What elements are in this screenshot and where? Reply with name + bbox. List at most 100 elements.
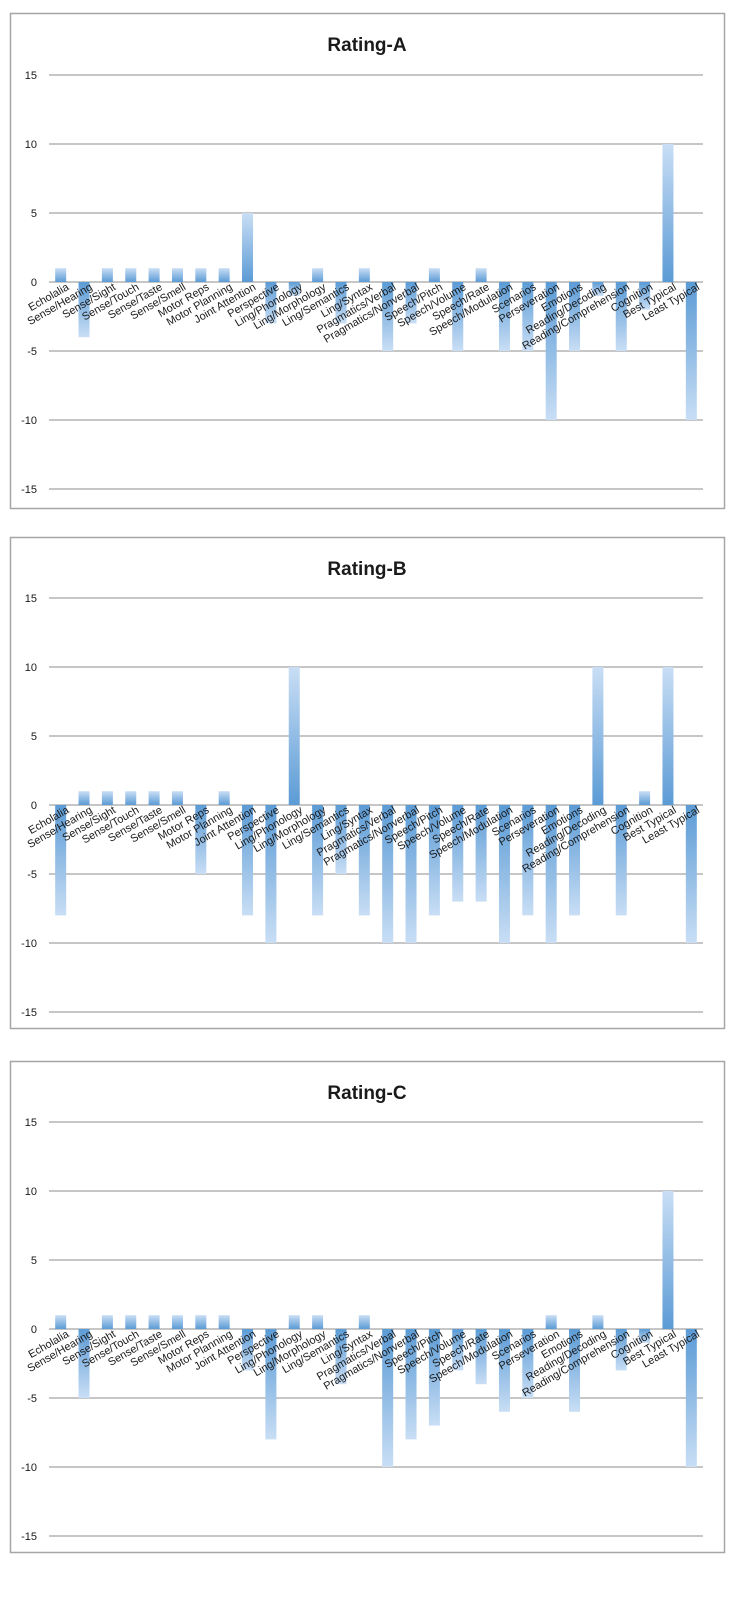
bar bbox=[312, 268, 324, 282]
bar bbox=[171, 791, 183, 805]
chart-title: Rating-A bbox=[327, 35, 406, 56]
y-tick-label: -15 bbox=[21, 1007, 37, 1019]
bar bbox=[312, 805, 324, 916]
bar bbox=[148, 1315, 160, 1329]
bar bbox=[148, 791, 160, 805]
bar bbox=[218, 268, 230, 282]
y-tick-label: -10 bbox=[21, 1462, 37, 1474]
bar bbox=[498, 282, 510, 351]
bar bbox=[101, 268, 113, 282]
bar bbox=[428, 805, 440, 916]
bar bbox=[592, 1315, 604, 1329]
bar bbox=[498, 805, 510, 943]
bar bbox=[218, 1315, 230, 1329]
y-tick-label: 15 bbox=[25, 1117, 37, 1129]
bar bbox=[405, 282, 417, 324]
chart-frame bbox=[9, 536, 726, 1030]
y-tick-label: 5 bbox=[31, 731, 37, 743]
bar bbox=[125, 1315, 137, 1329]
bar bbox=[265, 1329, 277, 1440]
y-tick-label: 0 bbox=[31, 277, 37, 289]
chart-title: Rating-C bbox=[327, 1083, 406, 1104]
bar bbox=[55, 805, 67, 916]
bar bbox=[569, 805, 581, 916]
bar bbox=[55, 268, 67, 282]
bar bbox=[592, 282, 604, 296]
y-tick-label: 10 bbox=[25, 1186, 37, 1198]
bar bbox=[662, 1191, 674, 1329]
bar bbox=[545, 805, 557, 943]
bar bbox=[662, 667, 674, 805]
bar bbox=[452, 282, 464, 351]
bar bbox=[639, 1329, 651, 1343]
bar bbox=[475, 1329, 487, 1385]
y-tick-label: -5 bbox=[27, 1393, 37, 1405]
bar bbox=[615, 1329, 627, 1371]
chart-frame bbox=[9, 1060, 726, 1554]
bar bbox=[288, 282, 300, 296]
bar bbox=[358, 1315, 370, 1329]
bar bbox=[101, 1315, 113, 1329]
y-tick-label: -5 bbox=[27, 869, 37, 881]
bar bbox=[639, 791, 651, 805]
bar bbox=[218, 791, 230, 805]
bar bbox=[522, 282, 534, 351]
y-tick-label: 0 bbox=[31, 800, 37, 812]
chart-3: Rating-C-15-10-5051015EcholaliaSense/Hea… bbox=[9, 1060, 726, 1554]
y-tick-label: 5 bbox=[31, 1255, 37, 1267]
y-tick-label: 15 bbox=[25, 70, 37, 82]
bar bbox=[615, 805, 627, 916]
bar bbox=[148, 268, 160, 282]
bar bbox=[685, 805, 697, 943]
chart-2: Rating-B-15-10-5051015EcholaliaSense/Hea… bbox=[9, 536, 726, 1030]
bar bbox=[358, 268, 370, 282]
bar bbox=[78, 791, 90, 805]
bar bbox=[335, 282, 347, 324]
bar bbox=[171, 268, 183, 282]
y-tick-label: 0 bbox=[31, 1324, 37, 1336]
bar bbox=[265, 805, 277, 943]
bar bbox=[125, 791, 137, 805]
bar bbox=[265, 282, 277, 324]
bar bbox=[242, 213, 254, 282]
bar bbox=[195, 1315, 207, 1329]
bar bbox=[288, 667, 300, 805]
y-tick-label: 5 bbox=[31, 208, 37, 220]
bar bbox=[475, 268, 487, 282]
bar bbox=[685, 282, 697, 420]
bar bbox=[522, 805, 534, 916]
bar bbox=[335, 805, 347, 874]
y-tick-label: 10 bbox=[25, 662, 37, 674]
bar bbox=[382, 805, 394, 943]
bar bbox=[242, 805, 254, 916]
bar bbox=[382, 1329, 394, 1467]
bar bbox=[335, 1329, 347, 1385]
bar bbox=[358, 805, 370, 916]
bar bbox=[405, 1329, 417, 1440]
bar bbox=[545, 282, 557, 420]
y-tick-label: -15 bbox=[21, 484, 37, 496]
bar bbox=[242, 1329, 254, 1371]
y-tick-label: 10 bbox=[25, 139, 37, 151]
bar bbox=[569, 1329, 581, 1412]
bar bbox=[569, 282, 581, 351]
bar bbox=[685, 1329, 697, 1467]
bar bbox=[428, 268, 440, 282]
bar bbox=[592, 667, 604, 805]
bar bbox=[475, 805, 487, 902]
bar bbox=[452, 805, 464, 902]
bar bbox=[55, 1315, 67, 1329]
bar bbox=[195, 268, 207, 282]
bar bbox=[615, 282, 627, 351]
bar bbox=[428, 1329, 440, 1426]
bar bbox=[288, 1315, 300, 1329]
y-tick-label: -10 bbox=[21, 938, 37, 950]
bar bbox=[195, 805, 207, 874]
y-tick-label: -5 bbox=[27, 346, 37, 358]
bar bbox=[312, 1315, 324, 1329]
bar bbox=[78, 282, 90, 338]
y-tick-label: -10 bbox=[21, 415, 37, 427]
y-tick-label: 15 bbox=[25, 593, 37, 605]
